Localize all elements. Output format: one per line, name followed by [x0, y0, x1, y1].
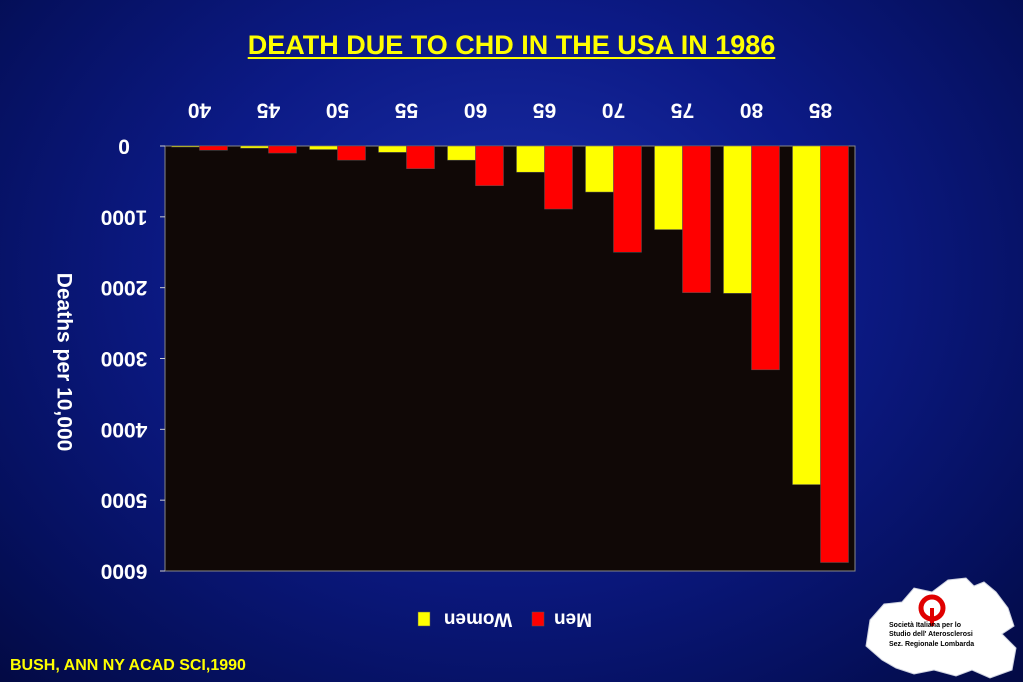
- bar-men-50: [337, 145, 366, 161]
- x-tick-label: 75: [671, 99, 695, 122]
- y-tick-label: 3000: [101, 347, 148, 370]
- x-tick-label: 70: [602, 99, 625, 122]
- x-tick-label: 65: [533, 99, 557, 122]
- bar-men-80: [751, 145, 780, 371]
- y-axis-label: Deaths per 10,000: [53, 273, 76, 452]
- x-tick-label: 60: [464, 99, 487, 122]
- y-tick-label: 5000: [101, 489, 148, 512]
- bar-women-40: [171, 145, 200, 148]
- bars-group: [171, 145, 849, 563]
- legend-label-women: Women: [444, 609, 512, 630]
- y-axis-label-group: Deaths per 10,000: [53, 273, 76, 452]
- bar-women-80: [723, 145, 752, 294]
- y-tick-label: 2000: [101, 276, 148, 299]
- legend-swatch-women: [417, 611, 431, 627]
- slide-title: DEATH DUE TO CHD IN THE USA IN 1986: [247, 30, 776, 60]
- bar-women-65: [516, 145, 545, 173]
- bar-men-75: [682, 145, 711, 293]
- sisa-logo: [865, 577, 1017, 679]
- y-tick-label: 4000: [101, 418, 148, 441]
- legend-swatch-men: [531, 611, 545, 627]
- bar-women-60: [447, 145, 476, 161]
- legend-label-men: Men: [554, 609, 592, 630]
- bar-women-85: [792, 145, 821, 485]
- bar-women-50: [309, 145, 338, 150]
- x-tick-label: 55: [395, 99, 419, 122]
- bar-women-45: [240, 145, 269, 149]
- x-tick-label: 40: [188, 99, 211, 122]
- bar-men-60: [475, 145, 504, 186]
- y-tick-label: 1000: [101, 205, 148, 228]
- logo-subtitle: Sez. Regionale Lombarda: [889, 641, 975, 648]
- x-tick-label: 45: [257, 99, 281, 122]
- bar-men-70: [613, 145, 642, 253]
- bar-women-75: [654, 145, 683, 230]
- x-tick-label: 80: [740, 99, 763, 122]
- legend: Women Men: [417, 609, 592, 630]
- y-tick-label: 6000: [101, 560, 148, 583]
- y-tick-label: 0: [118, 135, 130, 158]
- bar-women-55: [378, 145, 407, 153]
- bar-men-45: [268, 145, 297, 154]
- x-tick-label: 50: [326, 99, 349, 122]
- x-tick-label: 85: [809, 99, 833, 122]
- x-ticks-group: 40 45 50 55 60 65 70 75 80 85: [188, 99, 832, 122]
- bar-women-70: [585, 145, 614, 193]
- bar-men-85: [820, 145, 849, 563]
- citation: BUSH, ANN NY ACAD SCI,1990: [10, 657, 246, 674]
- bar-men-55: [406, 145, 435, 169]
- y-ticks-group: 0 1000 2000 3000 4000 5000 6000: [101, 135, 165, 583]
- bar-men-40: [199, 145, 228, 151]
- bar-men-65: [544, 145, 573, 210]
- logo-text: Società Italiana per lo Studio dell' Ate…: [889, 622, 973, 638]
